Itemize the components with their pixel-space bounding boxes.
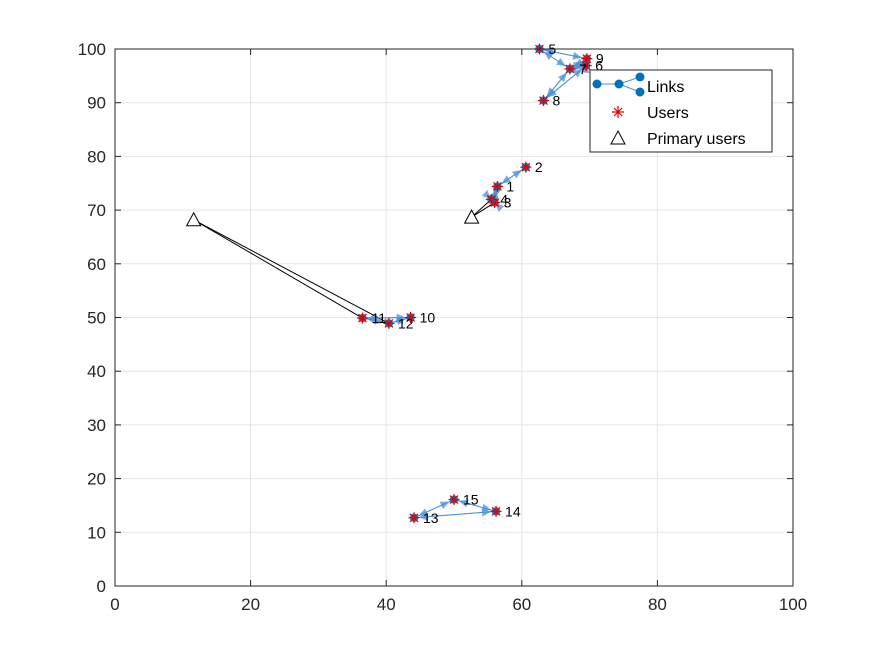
y-tick-label: 30: [87, 416, 106, 435]
user-marker: [408, 512, 420, 524]
user-marker: [581, 53, 593, 65]
user-label: 12: [398, 315, 414, 331]
link-arrow-head: [572, 51, 582, 60]
y-tick-label: 40: [87, 362, 106, 381]
user-marker: [485, 193, 497, 205]
link-arrow-head: [458, 499, 469, 508]
x-tick-label: 80: [648, 595, 667, 614]
y-tick-label: 90: [87, 94, 106, 113]
link-arrow-head: [393, 315, 404, 324]
primary-link-line: [471, 202, 495, 218]
user-star-stroke: [539, 96, 548, 105]
user-marker: [490, 505, 502, 517]
user-marker: [405, 312, 417, 323]
y-tick-label: 100: [78, 40, 106, 59]
grid-lines: [114, 48, 794, 587]
link-arrow-head: [547, 88, 557, 98]
x-tick-label: 20: [241, 595, 260, 614]
user-marker: [448, 494, 460, 506]
legend-primary-symbol: [610, 129, 626, 145]
legend-label-primary-users: Primary users: [647, 131, 746, 148]
user-label: 7: [579, 61, 587, 77]
user-label: 9: [596, 51, 604, 67]
link-arrow-head: [418, 512, 429, 521]
axis-ticks: 0 20 40 60 80 100 0 10 20 30 40 50 60 70 80 90 100: [78, 40, 808, 614]
user-marker: [520, 161, 532, 173]
user-label: 3: [504, 195, 512, 211]
x-tick-label: 0: [110, 595, 119, 614]
user-label: 15: [463, 492, 479, 508]
link-arrow-head: [544, 47, 554, 56]
user-links: [362, 47, 590, 521]
user-star-stroke: [492, 182, 502, 191]
user-label: 8: [552, 93, 560, 109]
primary-link-line: [193, 219, 363, 319]
user-star-stroke: [409, 513, 419, 523]
user-label: 13: [423, 510, 439, 526]
y-tick-label: 70: [87, 201, 106, 220]
user-label: 1: [506, 178, 514, 194]
user-label: 4: [500, 191, 508, 207]
primary-user-links: [193, 198, 495, 324]
user-star-stroke: [521, 162, 531, 172]
y-tick-label: 50: [87, 309, 106, 328]
legend-users-symbol: [612, 106, 624, 118]
user-star-stroke: [582, 54, 592, 64]
x-tick-label: 40: [377, 595, 396, 614]
y-tick-label: 0: [97, 577, 106, 596]
user-star-stroke: [449, 495, 459, 504]
user-star-stroke: [358, 313, 367, 323]
x-tick-label: 100: [779, 595, 807, 614]
primary-user-marker: [463, 209, 480, 224]
y-tick-label: 80: [87, 147, 106, 166]
user-marker: [537, 95, 549, 107]
user-star-stroke: [486, 194, 496, 204]
y-tick-label: 10: [87, 523, 106, 542]
user-marker: [356, 312, 368, 324]
user-marker: [491, 180, 503, 192]
user-label: 6: [595, 58, 603, 74]
primary-user-marker: [185, 211, 202, 227]
y-tick-label: 20: [87, 470, 106, 489]
link-arrow-head: [501, 175, 512, 184]
user-star-stroke: [406, 313, 416, 322]
user-label: 2: [535, 159, 543, 175]
user-marker: [564, 63, 576, 75]
user-label: 10: [420, 310, 436, 326]
legend[interactable]: Links Users Primary users: [589, 69, 773, 153]
legend-label-users: Users: [647, 105, 689, 122]
user-marker: [383, 317, 395, 329]
user-star-stroke: [565, 64, 575, 74]
link-arrow-head: [367, 316, 377, 325]
primary-user-markers: [185, 209, 480, 227]
link-arrow-head: [574, 62, 585, 71]
user-label: 11: [371, 310, 386, 326]
primary-link-line: [193, 219, 390, 324]
user-label: 14: [505, 503, 521, 519]
user-star-stroke: [581, 61, 591, 71]
link-arrow-head: [439, 501, 450, 509]
y-tick-label: 60: [87, 255, 106, 274]
x-tick-label: 60: [512, 595, 531, 614]
link-arrow-head: [374, 316, 385, 325]
legend-links-symbol: [592, 72, 645, 97]
user-star-stroke: [384, 318, 394, 328]
user-star-stroke: [491, 506, 501, 516]
legend-label-links: Links: [647, 79, 684, 96]
